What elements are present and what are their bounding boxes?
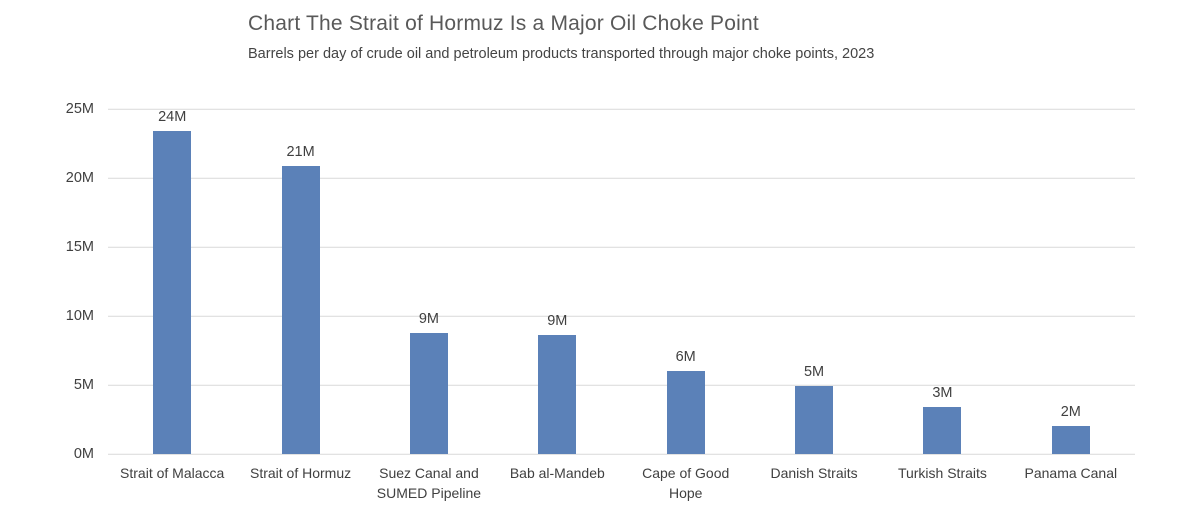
gridline [108,315,1135,317]
gridline [108,108,1135,110]
y-tick-label: 5M [73,377,94,393]
bar-series: 24M 21M 9M 9M 6M 5M 3M 2M [108,109,1135,454]
gridline [108,453,1135,455]
x-axis-category-labels: Strait of Malacca Strait of Hormuz Suez Ca… [108,464,1135,503]
gridline [108,177,1135,179]
bar-slot: 24M [108,109,236,454]
bar [795,386,834,454]
bar-slot: 5M [750,109,878,454]
chart-header: Chart The Strait of Hormuz Is a Major Oi… [248,12,874,62]
bar [409,332,448,454]
x-category-label: Panama Canal [1024,465,1118,481]
x-category-label: Suez Canal and SUMED Pipeline [376,465,482,501]
x-category-label: Danish Straits [770,465,858,481]
bar [1051,426,1090,454]
y-tick-label: 10M [65,308,94,324]
bar-slot: 9M [365,109,493,454]
bar-value-label: 3M [932,385,953,402]
bar-value-label: 2M [1060,404,1081,421]
y-tick-label: 25M [65,101,94,117]
gridline [108,384,1135,386]
y-tick-label: 0M [73,446,94,462]
x-category-label: Strait of Hormuz [249,465,352,481]
bar [153,131,192,454]
bar [923,407,962,454]
y-tick-label: 15M [65,239,94,255]
bar-value-label: 9M [547,313,568,330]
plot-area: 24M 21M 9M 9M 6M 5M 3M 2M [108,108,1135,455]
y-tick-label: 20M [65,170,94,186]
bar-slot: 3M [878,109,1006,454]
chart-subtitle: Barrels per day of crude oil and petrole… [248,46,875,62]
x-category-label: Cape of Good Hope [642,465,730,501]
bar-slot: 6M [622,109,750,454]
bar-value-label: 5M [803,364,825,381]
x-category-label: Strait of Malacca [120,465,225,481]
y-axis-tick-labels: 0M 5M 10M 15M 20M 25M [0,101,94,462]
x-category-label: Turkish Straits [897,465,987,481]
chart-title: Chart The Strait of Hormuz Is a Major Oi… [248,12,759,35]
bar [666,371,705,454]
bar-value-label: 6M [675,349,696,366]
bar [281,165,320,454]
bar-value-label: 24M [158,109,187,125]
gridline [108,246,1135,248]
bar-value-label: 21M [286,143,315,160]
bar-slot: 9M [493,109,621,454]
bar [538,335,577,454]
bar-slot: 2M [1007,109,1135,454]
x-category-label: Bab al-Mandeb [509,465,605,481]
bar-value-label: 9M [418,310,440,327]
bar-slot: 21M [236,109,364,454]
